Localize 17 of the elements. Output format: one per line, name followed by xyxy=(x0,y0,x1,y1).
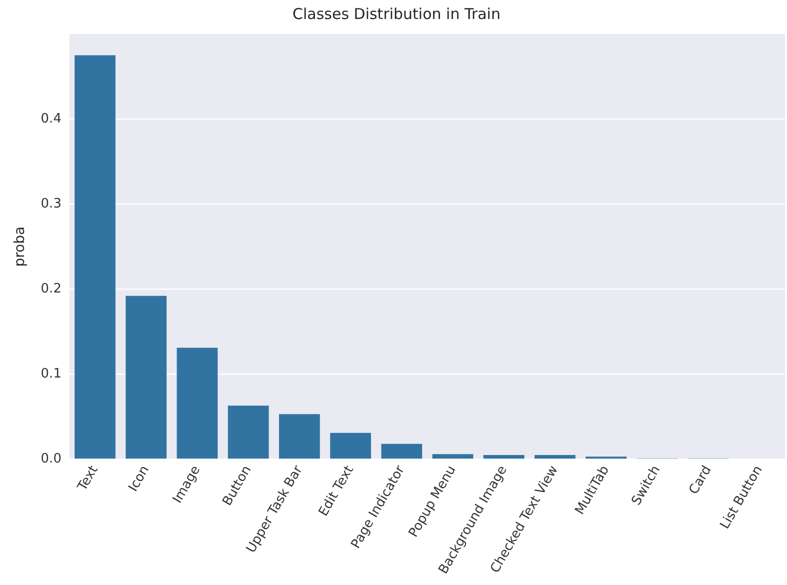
bar xyxy=(279,414,320,459)
y-tick-label: 0.4 xyxy=(40,111,62,126)
y-tick-label: 0.0 xyxy=(40,452,62,467)
bar xyxy=(228,406,269,459)
bar xyxy=(483,454,524,459)
y-tick-label: 0.1 xyxy=(40,366,62,382)
chart-title: Classes Distribution in Train xyxy=(292,4,500,23)
bar xyxy=(534,454,576,459)
bar xyxy=(381,444,422,459)
y-axis-title: proba xyxy=(12,226,28,267)
bar xyxy=(330,432,372,459)
bar xyxy=(432,454,474,459)
bar xyxy=(74,55,116,459)
bar xyxy=(126,296,167,459)
bar xyxy=(176,348,218,459)
y-tick-label: 0.2 xyxy=(40,281,62,296)
y-tick-label: 0.3 xyxy=(40,196,62,212)
